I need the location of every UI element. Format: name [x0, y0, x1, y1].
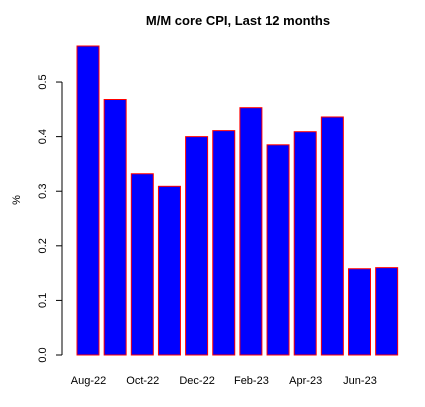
- x-tick-label: Feb-23: [234, 375, 269, 387]
- y-tick-label: 0.0: [37, 347, 49, 362]
- bar-Oct-22: [130, 173, 154, 356]
- bar-Dec-22: [185, 136, 209, 356]
- y-tick-label: 0.1: [37, 293, 49, 308]
- bars-group: [76, 45, 399, 356]
- y-tick-label: 0.5: [37, 74, 49, 89]
- bar-May-23: [320, 116, 344, 356]
- y-axis: 0.0 0.1 0.2 0.3 0.4 0.5: [37, 74, 63, 363]
- y-axis-label: %: [11, 195, 23, 205]
- bar-Aug-22: [76, 45, 100, 356]
- bar-Mar-23: [266, 144, 290, 356]
- x-axis: Aug-22 Oct-22 Dec-22 Feb-23 Apr-23 Jun-23: [71, 375, 377, 387]
- bar-Apr-23: [293, 131, 317, 356]
- y-tick-label: 0.3: [37, 184, 49, 199]
- x-tick-label: Aug-22: [71, 375, 106, 387]
- bar-Jul-23: [375, 267, 399, 356]
- y-tick-label: 0.4: [37, 129, 49, 144]
- x-tick-label: Apr-23: [289, 375, 322, 387]
- bar-Nov-22: [157, 185, 181, 356]
- bar-Jan-23: [212, 130, 236, 356]
- bar-Sep-22: [103, 99, 127, 356]
- bar-Feb-23: [239, 107, 263, 356]
- y-tick-label: 0.2: [37, 238, 49, 253]
- bar-Jun-23: [348, 268, 371, 356]
- x-tick-label: Jun-23: [343, 375, 377, 387]
- x-tick-label: Oct-22: [126, 375, 159, 387]
- x-tick-label: Dec-22: [179, 375, 214, 387]
- chart-title: M/M core CPI, Last 12 months: [146, 13, 330, 28]
